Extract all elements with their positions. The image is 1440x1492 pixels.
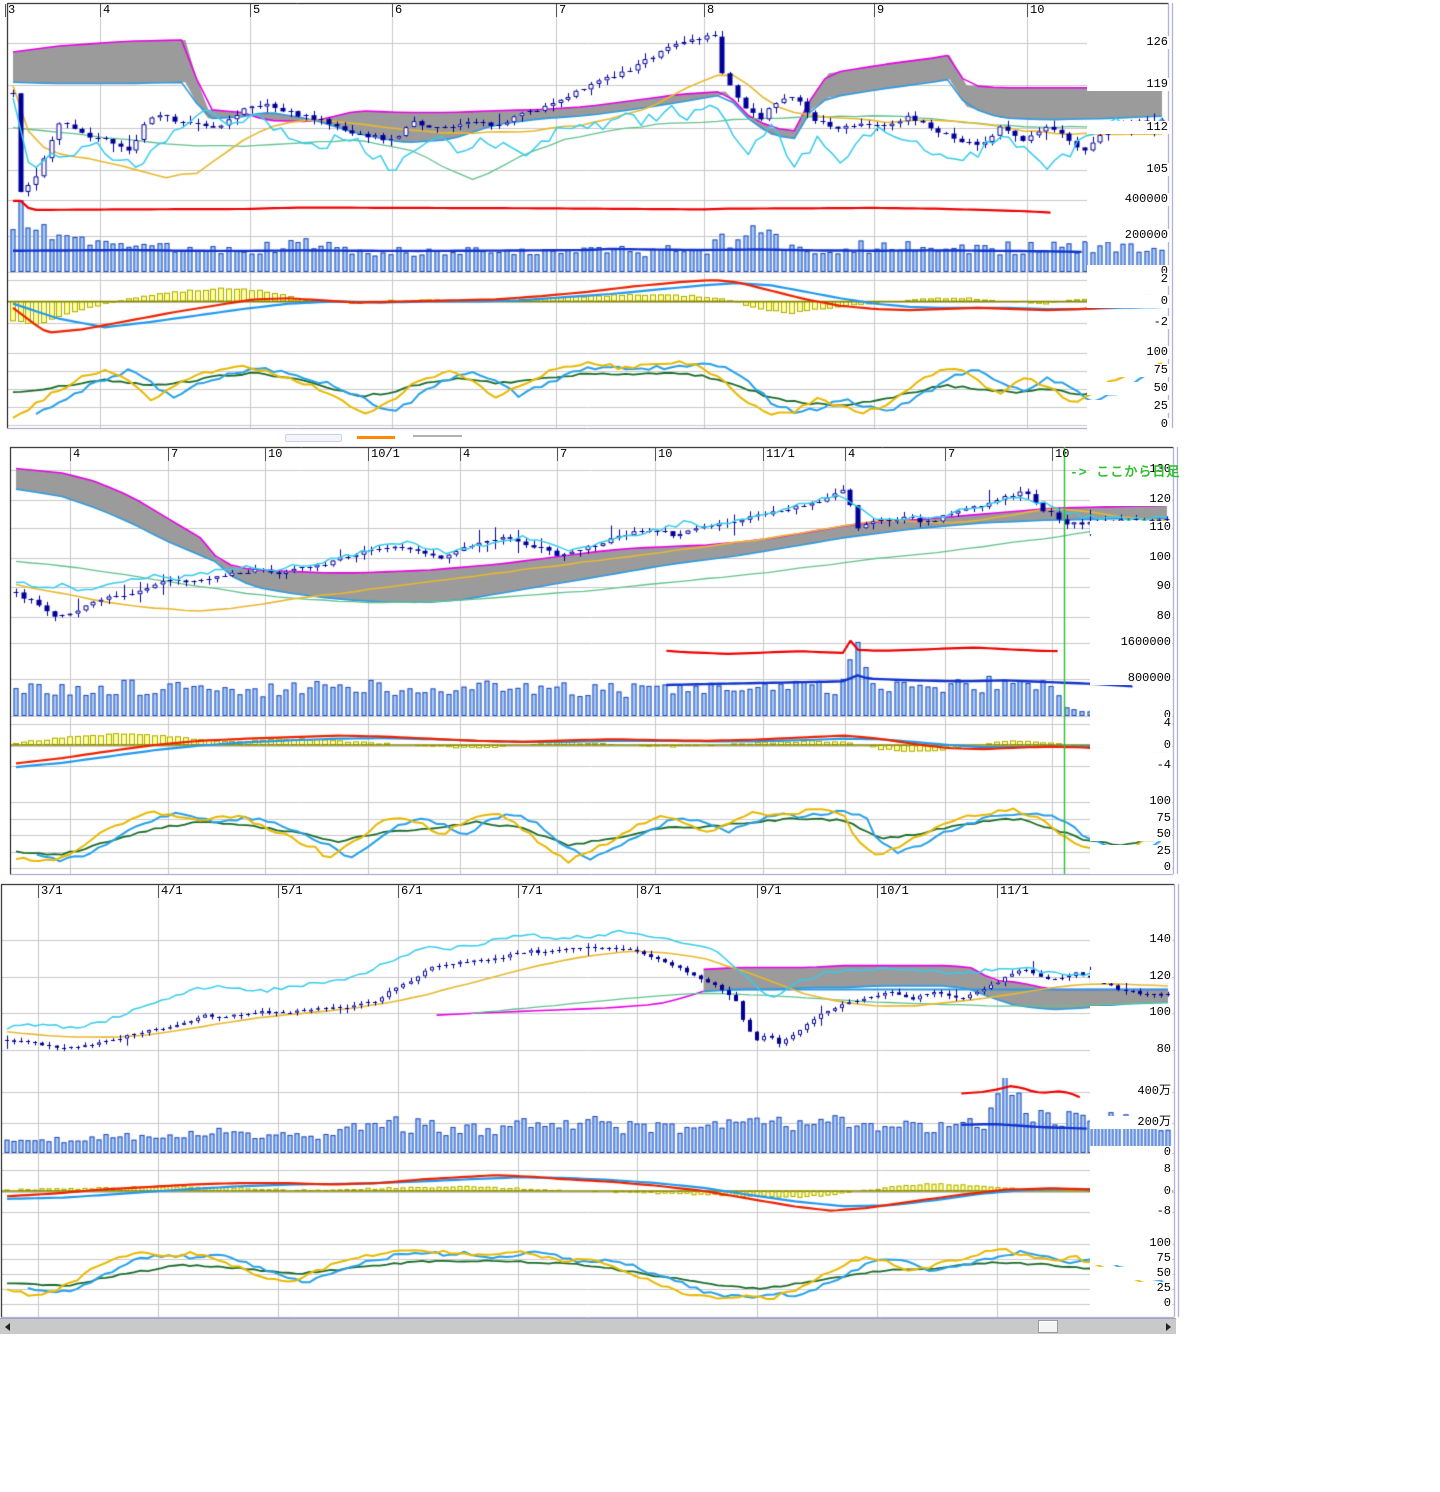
- legend-chip-box: [285, 434, 342, 442]
- scrollbar-thumb[interactable]: [1038, 1320, 1058, 1333]
- legend-chip-gray-line: [413, 435, 462, 437]
- legend-chip-orange-line: [357, 436, 395, 439]
- scroll-right-arrow-icon: [1166, 1323, 1171, 1331]
- scroll-left-arrow-icon: [5, 1323, 10, 1331]
- horizontal-scrollbar[interactable]: [0, 1318, 1176, 1334]
- daily-from-here-annotation: -> ここから日足: [1070, 465, 1181, 480]
- scroll-left-button[interactable]: [0, 1319, 16, 1334]
- scroll-right-button[interactable]: [1160, 1319, 1176, 1334]
